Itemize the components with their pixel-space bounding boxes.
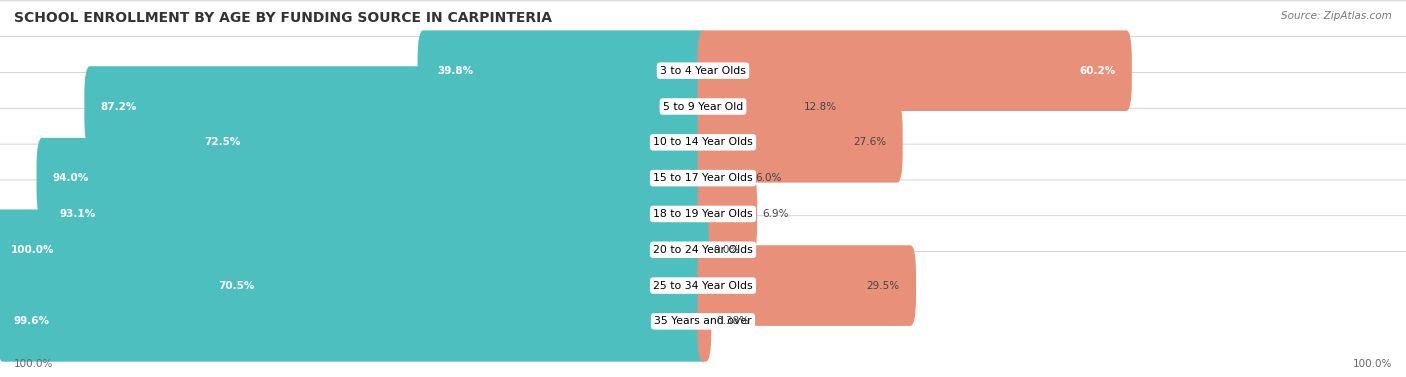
FancyBboxPatch shape <box>44 174 709 254</box>
FancyBboxPatch shape <box>418 31 709 111</box>
FancyBboxPatch shape <box>0 108 1406 248</box>
Text: 0.38%: 0.38% <box>716 316 749 326</box>
Text: 100.0%: 100.0% <box>1353 359 1392 369</box>
Text: 12.8%: 12.8% <box>804 101 837 112</box>
Text: 6.9%: 6.9% <box>762 209 789 219</box>
Text: 100.0%: 100.0% <box>10 245 53 255</box>
FancyBboxPatch shape <box>188 102 709 182</box>
Text: 5 to 9 Year Old: 5 to 9 Year Old <box>662 101 744 112</box>
Text: Source: ZipAtlas.com: Source: ZipAtlas.com <box>1281 11 1392 21</box>
Text: 93.1%: 93.1% <box>59 209 96 219</box>
FancyBboxPatch shape <box>0 72 1406 212</box>
Text: 70.5%: 70.5% <box>218 280 254 291</box>
Text: 27.6%: 27.6% <box>853 137 886 147</box>
Text: 60.2%: 60.2% <box>1080 66 1116 76</box>
FancyBboxPatch shape <box>37 138 709 218</box>
Text: 29.5%: 29.5% <box>866 280 900 291</box>
Text: 20 to 24 Year Olds: 20 to 24 Year Olds <box>654 245 752 255</box>
FancyBboxPatch shape <box>0 144 1406 284</box>
Text: 18 to 19 Year Olds: 18 to 19 Year Olds <box>654 209 752 219</box>
Text: 0.0%: 0.0% <box>713 245 740 255</box>
FancyBboxPatch shape <box>0 180 1406 320</box>
Text: 6.0%: 6.0% <box>756 173 782 183</box>
FancyBboxPatch shape <box>0 216 1406 356</box>
Text: 39.8%: 39.8% <box>437 66 474 76</box>
FancyBboxPatch shape <box>697 66 799 147</box>
Text: 25 to 34 Year Olds: 25 to 34 Year Olds <box>654 280 752 291</box>
Text: 72.5%: 72.5% <box>204 137 240 147</box>
Text: 100.0%: 100.0% <box>14 359 53 369</box>
FancyBboxPatch shape <box>697 31 1132 111</box>
FancyBboxPatch shape <box>0 281 709 362</box>
Text: 15 to 17 Year Olds: 15 to 17 Year Olds <box>654 173 752 183</box>
FancyBboxPatch shape <box>202 245 709 326</box>
FancyBboxPatch shape <box>697 245 917 326</box>
Text: 94.0%: 94.0% <box>53 173 89 183</box>
FancyBboxPatch shape <box>84 66 709 147</box>
Text: SCHOOL ENROLLMENT BY AGE BY FUNDING SOURCE IN CARPINTERIA: SCHOOL ENROLLMENT BY AGE BY FUNDING SOUR… <box>14 11 553 25</box>
FancyBboxPatch shape <box>0 251 1406 377</box>
Text: 3 to 4 Year Olds: 3 to 4 Year Olds <box>659 66 747 76</box>
FancyBboxPatch shape <box>697 281 711 362</box>
FancyBboxPatch shape <box>697 138 751 218</box>
Text: 87.2%: 87.2% <box>101 101 136 112</box>
Text: 99.6%: 99.6% <box>13 316 49 326</box>
FancyBboxPatch shape <box>0 1 1406 141</box>
FancyBboxPatch shape <box>0 37 1406 176</box>
FancyBboxPatch shape <box>697 174 756 254</box>
FancyBboxPatch shape <box>697 102 903 182</box>
FancyBboxPatch shape <box>0 210 709 290</box>
Text: 10 to 14 Year Olds: 10 to 14 Year Olds <box>654 137 752 147</box>
Text: 35 Years and over: 35 Years and over <box>654 316 752 326</box>
